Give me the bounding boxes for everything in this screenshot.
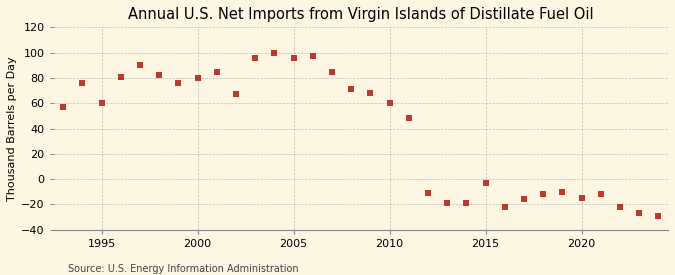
Point [346, 87, 356, 92]
Point [77, 81, 88, 85]
Point [115, 75, 126, 79]
Point [327, 69, 338, 74]
Point [154, 73, 165, 78]
Point [500, 205, 510, 209]
Point [173, 81, 184, 85]
Point [134, 63, 145, 67]
Text: Source: U.S. Energy Information Administration: Source: U.S. Energy Information Administ… [68, 264, 298, 274]
Y-axis label: Thousand Barrels per Day: Thousand Barrels per Day [7, 56, 17, 201]
Point [423, 191, 433, 195]
Point [595, 192, 606, 197]
Title: Annual U.S. Net Imports from Virgin Islands of Distillate Fuel Oil: Annual U.S. Net Imports from Virgin Isla… [128, 7, 593, 22]
Point [576, 196, 587, 200]
Point [58, 105, 69, 109]
Point [518, 197, 529, 202]
Point [461, 201, 472, 205]
Point [269, 50, 280, 55]
Point [653, 214, 664, 218]
Point [288, 56, 299, 60]
Point [442, 201, 453, 205]
Point [615, 205, 626, 209]
Point [634, 211, 645, 216]
Point [211, 69, 222, 74]
Point [557, 189, 568, 194]
Point [538, 192, 549, 197]
Point [404, 116, 414, 121]
Point [480, 181, 491, 185]
Point [192, 76, 203, 80]
Point [250, 56, 261, 60]
Point [365, 91, 376, 95]
Point [231, 92, 242, 97]
Point [307, 54, 318, 59]
Point [384, 101, 395, 105]
Point [97, 101, 107, 105]
